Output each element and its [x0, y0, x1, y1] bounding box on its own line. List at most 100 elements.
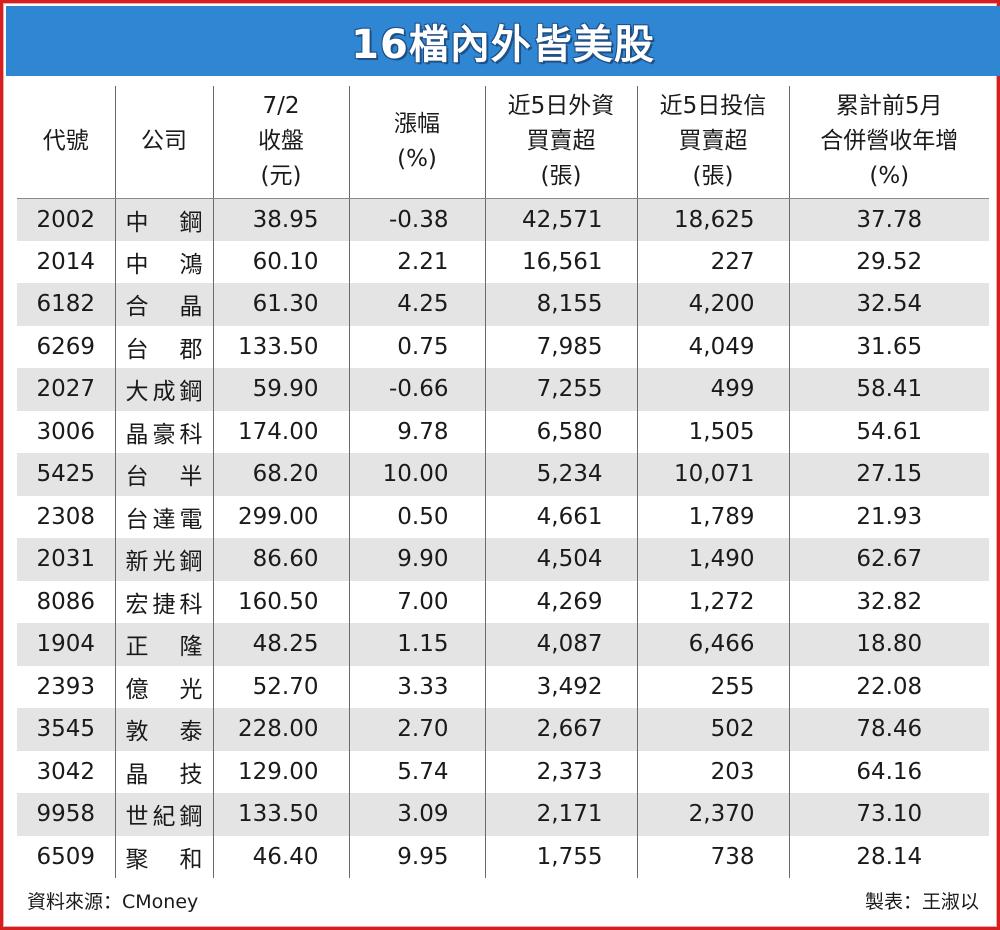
- cell-company: 世紀鋼: [114, 793, 213, 836]
- cell-close: 86.60: [212, 538, 349, 581]
- cell-company: 聚 和: [114, 835, 213, 878]
- cell-revenue-growth: 54.61: [788, 410, 989, 453]
- cell-foreign-net: 4,504: [484, 538, 637, 581]
- cell-trust-net: 1,272: [636, 580, 789, 623]
- header-line: 收盤: [258, 128, 304, 155]
- cell-change: 0.75: [348, 325, 485, 368]
- cell-company: 晶 技: [114, 750, 213, 793]
- cell-revenue-growth: 37.78: [788, 198, 989, 241]
- cell-change: 9.95: [348, 835, 485, 878]
- cell-code: 2393: [17, 665, 115, 708]
- cell-trust-net: 738: [636, 835, 789, 878]
- header-line: 買賣超: [526, 128, 596, 155]
- cell-company: 台 半: [114, 453, 213, 496]
- cell-close: 129.00: [212, 750, 349, 793]
- cell-foreign-net: 2,171: [484, 793, 637, 836]
- header-line: 累計前5月: [835, 93, 943, 120]
- cell-close: 60.10: [212, 240, 349, 283]
- table-row: 3545 敦 泰 228.00 2.70 2,667 502 78.46: [17, 708, 989, 751]
- cell-foreign-net: 16,561: [484, 240, 637, 283]
- header-line: 買賣超: [678, 128, 748, 155]
- table-body: 2002 中 鋼 38.95 -0.38 42,571 18,625 37.78 2014 中 …: [17, 198, 989, 878]
- cell-change: 1.15: [348, 623, 485, 666]
- cell-foreign-net: 42,571: [484, 198, 637, 241]
- cell-trust-net: 10,071: [636, 453, 789, 496]
- cell-foreign-net: 7,255: [484, 368, 637, 411]
- cell-code: 6182: [17, 283, 115, 326]
- header-line: 7/2: [262, 93, 300, 120]
- cell-trust-net: 499: [636, 368, 789, 411]
- cell-close: 174.00: [212, 410, 349, 453]
- table-row: 3006 晶豪科 174.00 9.78 6,580 1,505 54.61: [17, 410, 989, 453]
- table-row: 2014 中 鴻 60.10 2.21 16,561 227 29.52: [17, 240, 989, 283]
- cell-company: 億 光: [114, 665, 213, 708]
- cell-company: 正 隆: [114, 623, 213, 666]
- source-note: 資料來源：CMoney: [27, 890, 199, 913]
- header-line: (元): [260, 163, 302, 190]
- cell-code: 5425: [17, 453, 115, 496]
- table-row: 6269 台 郡 133.50 0.75 7,985 4,049 31.65: [17, 325, 989, 368]
- cell-change: 9.90: [348, 538, 485, 581]
- cell-change: 2.70: [348, 708, 485, 751]
- cell-revenue-growth: 21.93: [788, 495, 989, 538]
- cell-change: 9.78: [348, 410, 485, 453]
- cell-change: 4.25: [348, 283, 485, 326]
- header-line: (%): [397, 145, 437, 172]
- table-row: 2308 台達電 299.00 0.50 4,661 1,789 21.93: [17, 495, 989, 538]
- cell-company: 台達電: [114, 495, 213, 538]
- cell-code: 3042: [17, 750, 115, 793]
- cell-trust-net: 4,049: [636, 325, 789, 368]
- cell-company: 合 晶: [114, 283, 213, 326]
- table-row: 6509 聚 和 46.40 9.95 1,755 738 28.14: [17, 835, 989, 878]
- table-row: 9958 世紀鋼 133.50 3.09 2,171 2,370 73.10: [17, 793, 989, 836]
- cell-company: 中 鴻: [114, 240, 213, 283]
- cell-change: 5.74: [348, 750, 485, 793]
- cell-code: 3006: [17, 410, 115, 453]
- cell-trust-net: 203: [636, 750, 789, 793]
- cell-close: 59.90: [212, 368, 349, 411]
- cell-code: 8086: [17, 580, 115, 623]
- header-foreign: 近5日外資 買賣超 (張): [484, 86, 637, 199]
- cell-change: 3.09: [348, 793, 485, 836]
- cell-revenue-growth: 32.82: [788, 580, 989, 623]
- cell-code: 6509: [17, 835, 115, 878]
- cell-code: 2002: [17, 198, 115, 241]
- cell-trust-net: 502: [636, 708, 789, 751]
- cell-foreign-net: 6,580: [484, 410, 637, 453]
- table-row: 1904 正 隆 48.25 1.15 4,087 6,466 18.80: [17, 623, 989, 666]
- cell-foreign-net: 1,755: [484, 835, 637, 878]
- stock-table-container: 代號 公司 7/2 收盤 (元) 漲幅 (%) 近5日外資 買賣超 (張) 近5日投信 買賣超 (張) 累…: [17, 86, 989, 878]
- cell-company: 大成鋼: [114, 368, 213, 411]
- header-close: 7/2 收盤 (元): [212, 86, 349, 199]
- cell-revenue-growth: 27.15: [788, 453, 989, 496]
- cell-company: 中 鋼: [114, 198, 213, 241]
- header-code: 代號: [17, 86, 115, 199]
- header-line: (%): [869, 163, 910, 190]
- header-line: 合併營收年增: [820, 128, 959, 155]
- cell-trust-net: 1,789: [636, 495, 789, 538]
- cell-revenue-growth: 73.10: [788, 793, 989, 836]
- cell-foreign-net: 4,661: [484, 495, 637, 538]
- stock-table: 代號 公司 7/2 收盤 (元) 漲幅 (%) 近5日外資 買賣超 (張) 近5日投信 買賣超 (張) 累…: [17, 86, 989, 878]
- cell-revenue-growth: 78.46: [788, 708, 989, 751]
- cell-revenue-growth: 64.16: [788, 750, 989, 793]
- cell-code: 2014: [17, 240, 115, 283]
- cell-change: 7.00: [348, 580, 485, 623]
- header-line: 漲幅: [394, 110, 440, 137]
- cell-code: 9958: [17, 793, 115, 836]
- cell-trust-net: 18,625: [636, 198, 789, 241]
- header-company: 公司: [114, 86, 213, 199]
- cell-close: 133.50: [212, 793, 349, 836]
- cell-foreign-net: 7,985: [484, 325, 637, 368]
- cell-revenue-growth: 18.80: [788, 623, 989, 666]
- cell-code: 2031: [17, 538, 115, 581]
- cell-revenue-growth: 31.65: [788, 325, 989, 368]
- cell-foreign-net: 2,667: [484, 708, 637, 751]
- cell-revenue-growth: 28.14: [788, 835, 989, 878]
- header-revenue: 累計前5月合併營收年增 (%): [788, 86, 989, 199]
- cell-foreign-net: 8,155: [484, 283, 637, 326]
- table-row: 2027 大成鋼 59.90 -0.66 7,255 499 58.41: [17, 368, 989, 411]
- cell-close: 38.95: [212, 198, 349, 241]
- cell-foreign-net: 2,373: [484, 750, 637, 793]
